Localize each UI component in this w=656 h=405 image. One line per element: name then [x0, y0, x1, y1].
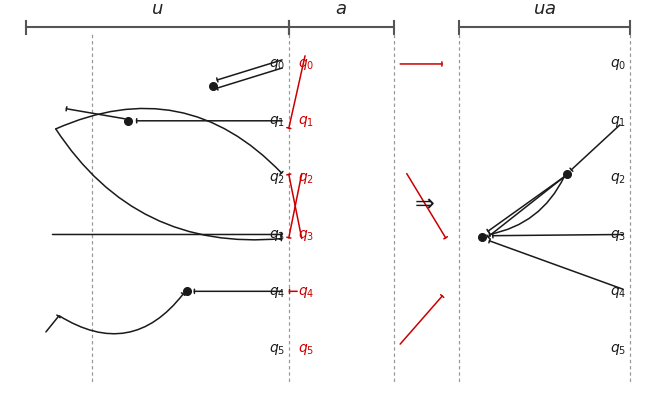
Text: $q_3$: $q_3$: [269, 228, 285, 242]
Text: $a$: $a$: [335, 0, 347, 18]
Text: $q_4$: $q_4$: [298, 284, 315, 299]
Text: $q_5$: $q_5$: [269, 341, 285, 356]
Text: $q_0$: $q_0$: [610, 58, 626, 72]
Text: $q_2$: $q_2$: [611, 171, 626, 185]
Text: $q_0$: $q_0$: [269, 58, 285, 72]
Text: $\Rightarrow$: $\Rightarrow$: [411, 191, 436, 214]
Text: $q_5$: $q_5$: [610, 341, 626, 356]
Text: $q_1$: $q_1$: [298, 114, 314, 129]
Text: $ua$: $ua$: [533, 0, 556, 18]
Text: $q_2$: $q_2$: [298, 171, 314, 185]
Text: $q_4$: $q_4$: [610, 284, 626, 299]
Text: $q_1$: $q_1$: [270, 114, 285, 129]
Text: $q_3$: $q_3$: [298, 228, 315, 242]
Text: $q_0$: $q_0$: [298, 58, 315, 72]
Text: $q_4$: $q_4$: [269, 284, 285, 299]
Text: $u$: $u$: [151, 0, 164, 18]
Text: $q_2$: $q_2$: [270, 171, 285, 185]
Text: $q_3$: $q_3$: [610, 228, 626, 242]
Text: $q_5$: $q_5$: [298, 341, 315, 356]
Text: $q_1$: $q_1$: [611, 114, 626, 129]
